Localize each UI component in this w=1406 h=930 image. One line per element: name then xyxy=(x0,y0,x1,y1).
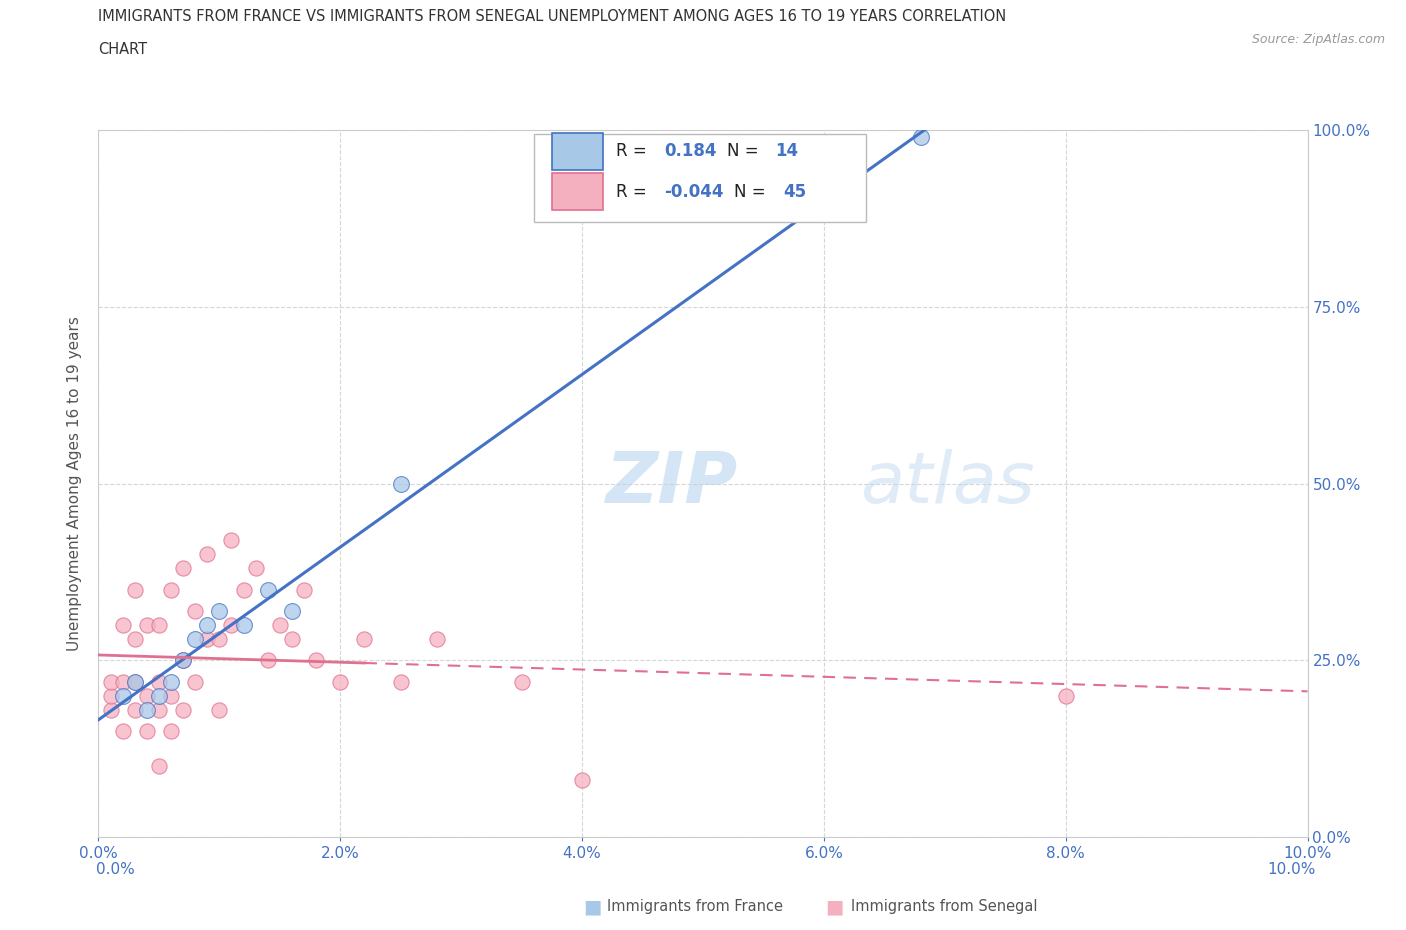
Point xyxy=(124,631,146,646)
Point xyxy=(124,702,146,717)
Point xyxy=(910,130,932,145)
Text: 45: 45 xyxy=(783,183,806,201)
Point xyxy=(510,674,533,689)
FancyBboxPatch shape xyxy=(553,133,603,169)
Point xyxy=(256,653,278,668)
Text: 10.0%: 10.0% xyxy=(1268,862,1316,877)
Point xyxy=(100,688,122,703)
Point xyxy=(256,582,278,597)
Point xyxy=(389,674,412,689)
Point xyxy=(281,631,304,646)
Point xyxy=(100,674,122,689)
FancyBboxPatch shape xyxy=(553,174,603,210)
Point xyxy=(208,631,231,646)
Point xyxy=(172,653,194,668)
Point xyxy=(281,604,304,618)
Text: 0.0%: 0.0% xyxy=(96,862,135,877)
Point xyxy=(111,724,134,738)
Point xyxy=(232,582,254,597)
Text: IMMIGRANTS FROM FRANCE VS IMMIGRANTS FROM SENEGAL UNEMPLOYMENT AMONG AGES 16 TO : IMMIGRANTS FROM FRANCE VS IMMIGRANTS FRO… xyxy=(98,9,1007,24)
Point xyxy=(1054,688,1077,703)
Point xyxy=(232,618,254,632)
Point xyxy=(353,631,375,646)
Point xyxy=(135,618,157,632)
Point xyxy=(184,631,207,646)
Point xyxy=(172,561,194,576)
Text: CHART: CHART xyxy=(98,42,148,57)
Text: R =: R = xyxy=(616,142,652,160)
Point xyxy=(148,702,170,717)
Text: Source: ZipAtlas.com: Source: ZipAtlas.com xyxy=(1251,33,1385,46)
Point xyxy=(221,618,243,632)
Point xyxy=(221,533,243,548)
Point xyxy=(160,674,183,689)
Point xyxy=(184,604,207,618)
Point xyxy=(195,547,218,562)
Point xyxy=(305,653,328,668)
Point xyxy=(135,702,157,717)
Point xyxy=(124,674,146,689)
Point xyxy=(135,688,157,703)
Point xyxy=(389,476,412,491)
Y-axis label: Unemployment Among Ages 16 to 19 years: Unemployment Among Ages 16 to 19 years xyxy=(67,316,83,651)
Text: -0.044: -0.044 xyxy=(664,183,724,201)
Point xyxy=(135,724,157,738)
Point xyxy=(148,618,170,632)
Text: N =: N = xyxy=(727,142,763,160)
Point xyxy=(292,582,315,597)
Point xyxy=(111,618,134,632)
Point xyxy=(148,688,170,703)
Text: Immigrants from Senegal: Immigrants from Senegal xyxy=(851,899,1038,914)
Point xyxy=(208,702,231,717)
Text: 14: 14 xyxy=(776,142,799,160)
Point xyxy=(208,604,231,618)
Text: ■: ■ xyxy=(825,897,844,916)
Point xyxy=(148,759,170,774)
Point xyxy=(245,561,267,576)
Point xyxy=(160,582,183,597)
Text: N =: N = xyxy=(734,183,772,201)
Point xyxy=(148,674,170,689)
Point xyxy=(160,724,183,738)
Point xyxy=(172,653,194,668)
Point xyxy=(195,618,218,632)
Text: Immigrants from France: Immigrants from France xyxy=(607,899,783,914)
Point xyxy=(172,702,194,717)
Point xyxy=(100,702,122,717)
Point xyxy=(426,631,449,646)
Text: R =: R = xyxy=(616,183,652,201)
Point xyxy=(195,631,218,646)
Text: ZIP: ZIP xyxy=(606,449,738,518)
FancyBboxPatch shape xyxy=(534,134,866,222)
Point xyxy=(111,674,134,689)
Text: atlas: atlas xyxy=(860,449,1035,518)
Point xyxy=(160,688,183,703)
Text: ■: ■ xyxy=(583,897,602,916)
Point xyxy=(111,688,134,703)
Text: 0.184: 0.184 xyxy=(664,142,717,160)
Point xyxy=(571,773,593,788)
Point xyxy=(329,674,352,689)
Point xyxy=(184,674,207,689)
Point xyxy=(124,674,146,689)
Point xyxy=(269,618,291,632)
Point xyxy=(124,582,146,597)
